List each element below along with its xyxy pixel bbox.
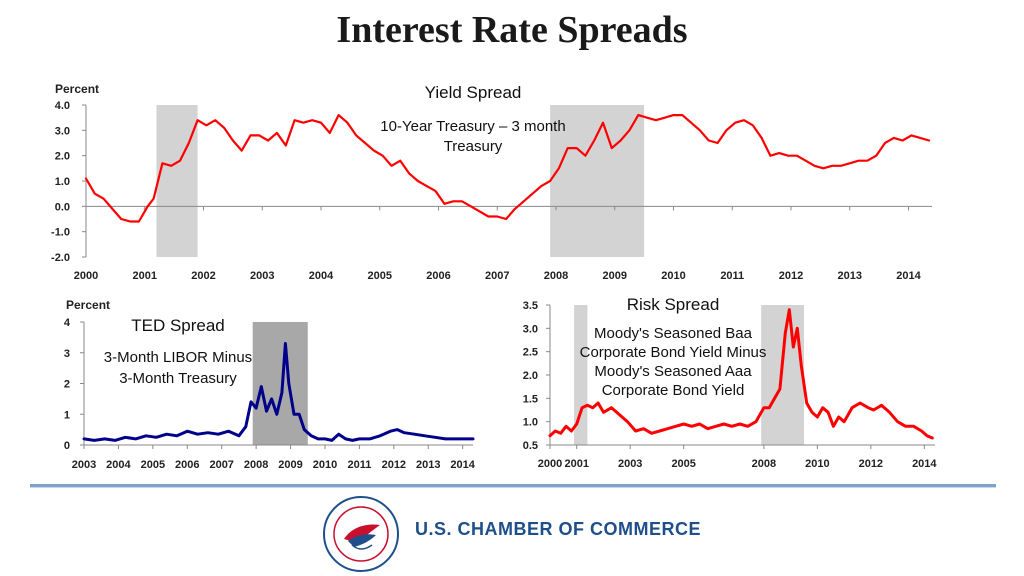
chart3-y-tick-label: 3.0 (523, 323, 538, 335)
chart1-x-tick-label: 2006 (426, 270, 450, 282)
chart1-x-tick-label: 2004 (309, 270, 334, 282)
chart1-y-tick-label: 3.0 (55, 125, 70, 137)
chart3-y-tick-label: 1.0 (523, 417, 538, 429)
chart2-y-tick-label: 1 (64, 409, 70, 421)
chart1-y-tick-label: -1.0 (51, 227, 70, 239)
chart3-recession-band (574, 305, 588, 445)
chart1-x-tick-label: 2012 (779, 270, 803, 282)
chart2-x-tick-label: 2003 (72, 459, 96, 471)
chart3-y-tick-label: 2.0 (523, 370, 538, 382)
chart3-series-line (548, 308, 934, 440)
chart2-y-axis-label: Percent (66, 298, 110, 312)
chart3-x-tick-label: 2014 (912, 458, 937, 470)
chart3-x-tick-label: 2008 (752, 458, 776, 470)
chart3-y-tick-label: 3.5 (523, 300, 538, 312)
chart3-y-tick-label: 2.5 (523, 347, 538, 359)
chart2-title: TED Spread (131, 316, 225, 335)
chart3-subtitle-line: Corporate Bond Yield Minus (580, 344, 767, 361)
chart2-y-tick-label: 0 (64, 440, 70, 452)
chart1-y-tick-label: 1.0 (55, 176, 70, 188)
chart3-x-tick-label: 2000 (538, 458, 562, 470)
chart1-x-tick-label: 2002 (191, 270, 215, 282)
chart3-x-tick-label: 2003 (618, 458, 642, 470)
chart2-x-tick-label: 2004 (106, 459, 131, 471)
chart1-y-tick-label: 0.0 (55, 201, 70, 213)
chart3-y-tick-label: 0.5 (523, 440, 538, 452)
chart1-x-tick-label: 2009 (603, 270, 627, 282)
divider-rule (30, 484, 996, 487)
slide-title: Interest Rate Spreads (336, 9, 688, 51)
chart1-y-tick-label: 2.0 (55, 151, 70, 163)
chart1-x-tick-label: 2005 (368, 270, 392, 282)
chart1-x-tick-label: 2003 (250, 270, 274, 282)
chart3-x-tick-label: 2005 (671, 458, 695, 470)
chart2-y-tick-label: 2 (64, 379, 70, 391)
chamber-seal-logo (322, 495, 400, 573)
chart2-subtitle-line: 3-Month Treasury (119, 370, 237, 387)
chart1-recession-band (156, 105, 198, 257)
chart2-series-line (82, 342, 475, 442)
chart1-x-tick-label: 2000 (74, 270, 98, 282)
chart2-subtitle-line: 3-Month LIBOR Minus (104, 349, 252, 366)
chart2-x-tick-label: 2011 (347, 459, 371, 471)
chart1-x-tick-label: 2013 (838, 270, 862, 282)
chart1-x-tick-label: 2007 (485, 270, 509, 282)
chart3-x-tick-label: 2010 (805, 458, 829, 470)
chart1-y-tick-label: -2.0 (51, 252, 70, 264)
chart1-series-line (84, 113, 931, 223)
chart1-subtitle-line: 10-Year Treasury – 3 month (380, 118, 565, 135)
chart1-x-tick-label: 2008 (544, 270, 568, 282)
chart1-x-tick-label: 2011 (720, 270, 744, 282)
chart2-x-tick-label: 2007 (209, 459, 233, 471)
chart3-y-tick-label: 1.5 (523, 393, 538, 405)
chart1-y-axis-label: Percent (55, 82, 99, 96)
chart2-x-tick-label: 2012 (382, 459, 406, 471)
chart2-y-tick-label: 3 (64, 348, 70, 360)
divider-rule-shadow (30, 487, 996, 488)
chart3-subtitle-line: Corporate Bond Yield (602, 382, 745, 399)
brand-name: U.S. CHAMBER OF COMMERCE (415, 519, 701, 539)
chart2-x-tick-label: 2013 (416, 459, 440, 471)
chart3-x-tick-label: 2001 (564, 458, 588, 470)
chart1-y-tick-label: 4.0 (55, 100, 70, 112)
chart2-recession-band (252, 322, 308, 445)
chart2-x-tick-label: 2006 (175, 459, 199, 471)
chart2-y-tick-label: 4 (64, 317, 71, 329)
chart2-x-tick-label: 2008 (244, 459, 268, 471)
chart2-x-tick-label: 2009 (278, 459, 302, 471)
chart2-x-tick-label: 2005 (141, 459, 165, 471)
chart3-x-tick-label: 2012 (859, 458, 883, 470)
chart1-x-tick-label: 2001 (133, 270, 157, 282)
chart3-title: Risk Spread (627, 295, 720, 314)
chart2-x-tick-label: 2014 (450, 459, 475, 471)
chart1-title: Yield Spread (425, 83, 522, 102)
chart2-x-tick-label: 2010 (313, 459, 337, 471)
chart1-subtitle-line: Treasury (444, 138, 503, 155)
chart3-subtitle-line: Moody's Seasoned Aaa (594, 363, 752, 380)
chart3-subtitle-line: Moody's Seasoned Baa (594, 325, 753, 342)
chart1-x-tick-label: 2014 (896, 270, 921, 282)
chart1-x-tick-label: 2010 (661, 270, 685, 282)
